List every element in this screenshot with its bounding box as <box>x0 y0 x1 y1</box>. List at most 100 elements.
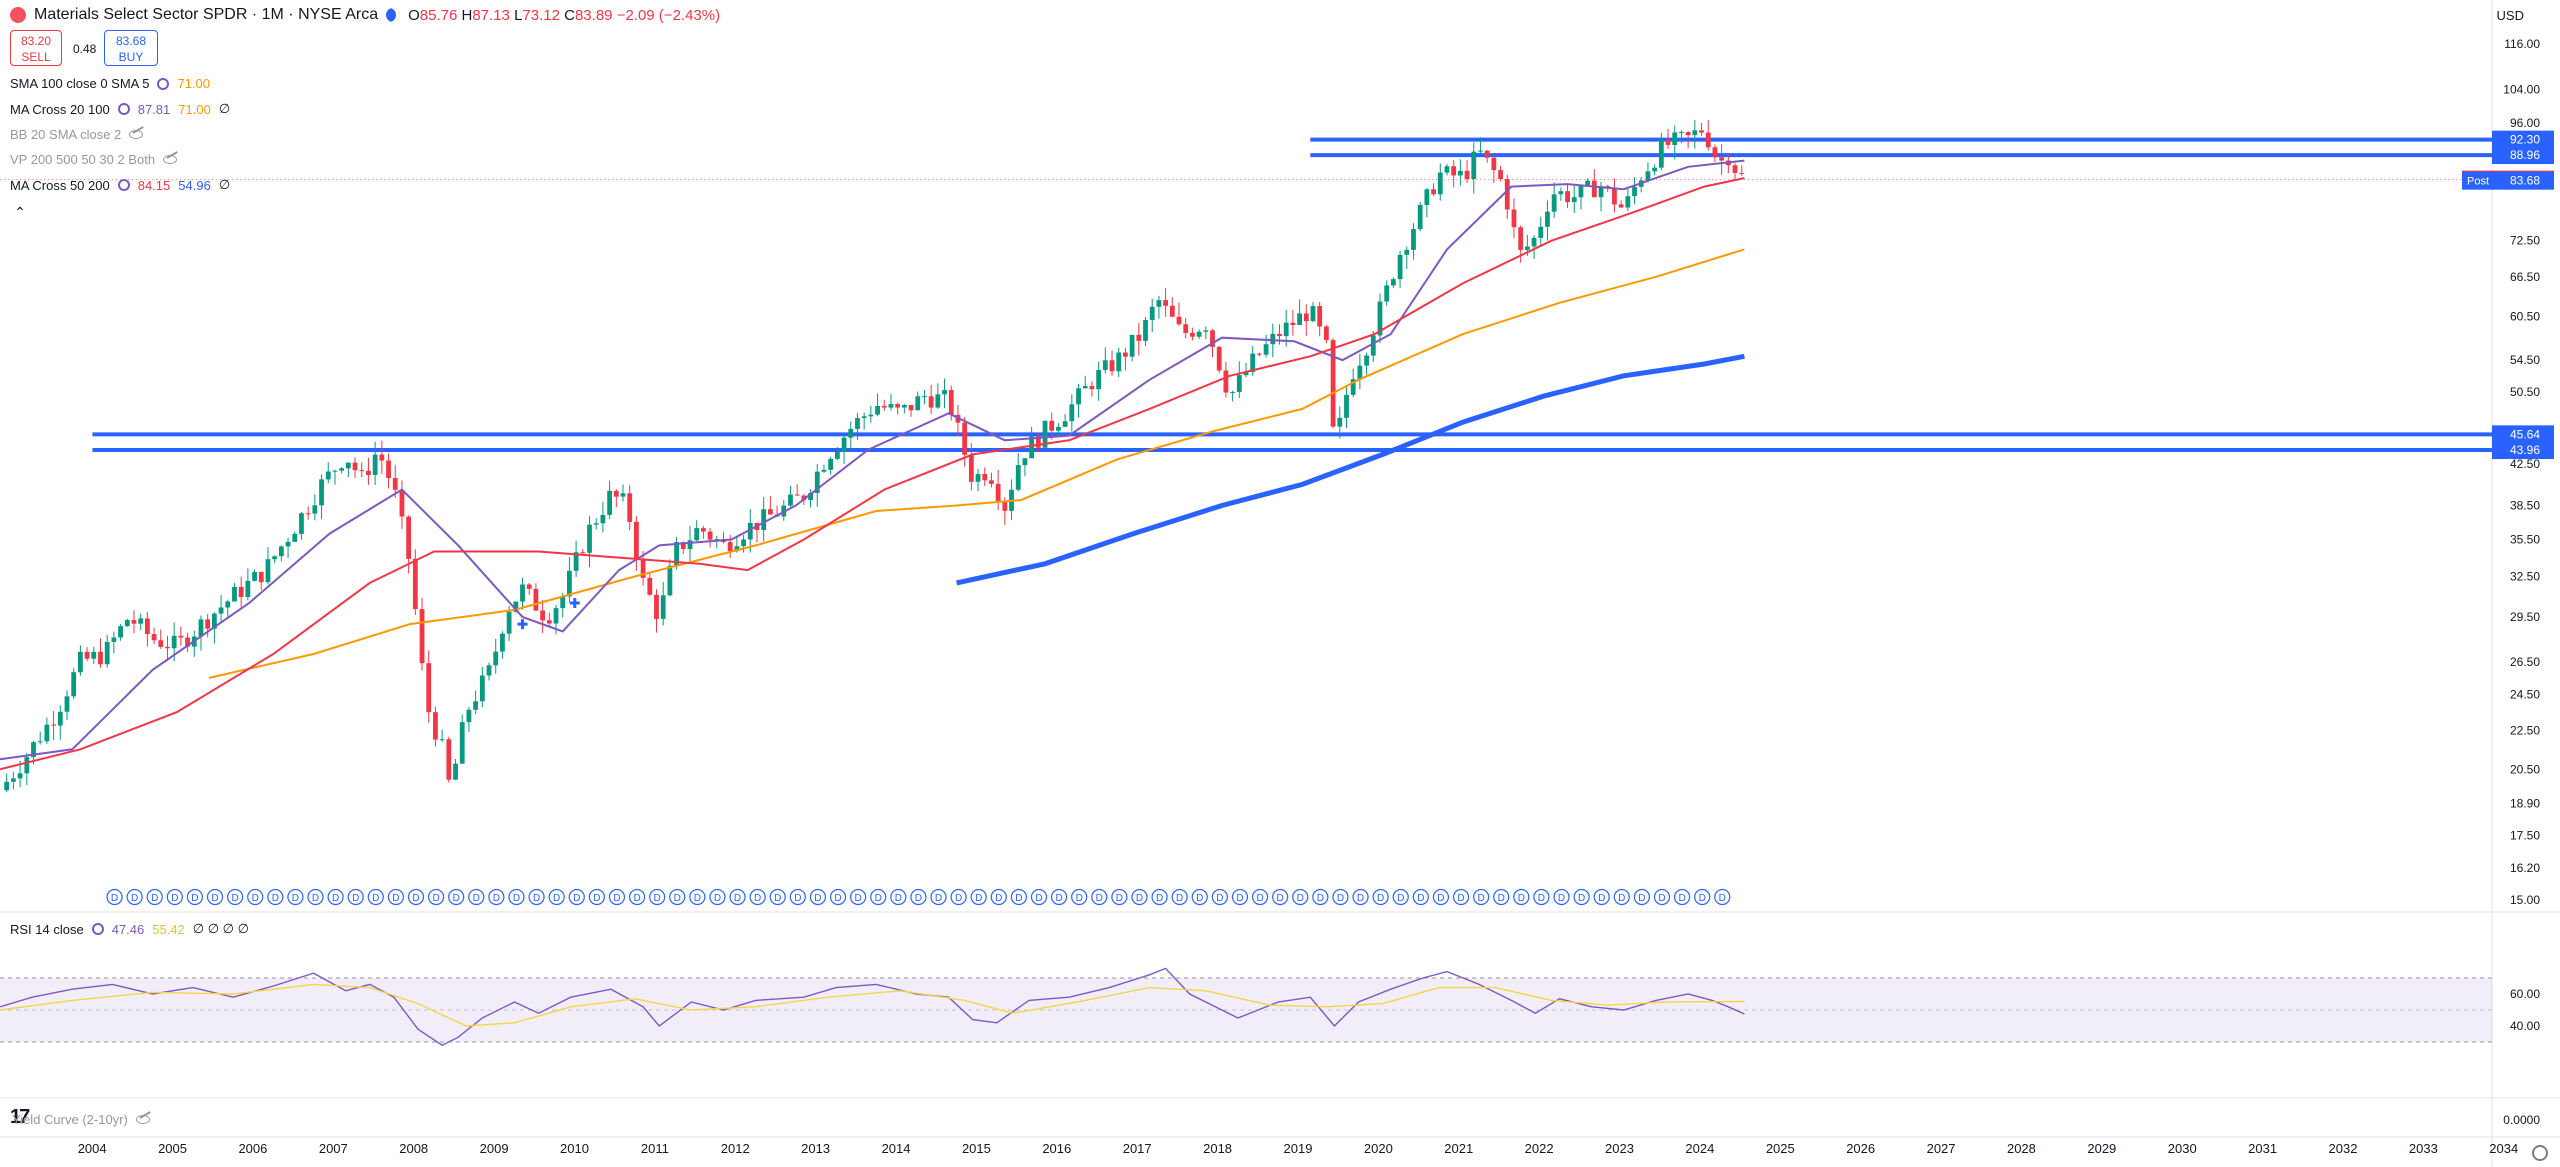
dividend-marker[interactable] <box>1231 888 1249 906</box>
dividend-marker[interactable] <box>1131 888 1148 906</box>
tradingview-logo[interactable]: 17 <box>10 1106 30 1128</box>
currency-label[interactable]: USD <box>2496 8 2524 23</box>
dividend-marker[interactable] <box>809 888 827 906</box>
price-badge[interactable] <box>2492 425 2554 444</box>
price-badge-symbol[interactable] <box>2462 171 2494 190</box>
dividend-marker[interactable] <box>990 888 1007 906</box>
dividend-marker[interactable] <box>1030 888 1048 906</box>
indicator-ma-cross-50-200[interactable]: MA Cross 50 200 84.15 54.96 ∅ <box>10 177 231 193</box>
dividend-marker[interactable] <box>1211 888 1228 906</box>
hidden-eye-icon[interactable] <box>135 1115 150 1124</box>
dividend-marker[interactable] <box>568 888 585 906</box>
dividend-marker[interactable] <box>950 888 967 906</box>
dividend-marker[interactable] <box>1272 888 1289 906</box>
dividend-marker[interactable] <box>789 888 806 906</box>
dividend-marker[interactable] <box>890 888 907 906</box>
dividend-marker[interactable] <box>548 888 565 906</box>
dividend-marker[interactable] <box>1251 888 1269 906</box>
dividend-marker[interactable] <box>1553 888 1570 906</box>
dividend-marker[interactable] <box>528 888 545 906</box>
dividend-marker[interactable] <box>1533 888 1550 906</box>
rsi-series-line[interactable] <box>0 983 1745 1027</box>
price-badge[interactable] <box>2492 130 2554 149</box>
indicator-sma100[interactable]: SMA 100 close 0 SMA 5 71.00 <box>10 76 211 91</box>
collapse-legend-button[interactable]: ⌃ <box>14 204 26 220</box>
dividend-marker[interactable] <box>1432 888 1450 906</box>
dividend-marker[interactable] <box>1050 888 1068 906</box>
dividend-marker[interactable] <box>367 888 384 906</box>
buy-button[interactable]: 83.68 BUY <box>104 30 158 66</box>
dividend-marker[interactable] <box>1171 888 1188 906</box>
dividend-marker[interactable] <box>649 888 666 906</box>
dividend-marker[interactable] <box>829 888 847 906</box>
dividend-marker[interactable] <box>468 888 485 906</box>
dividend-marker[interactable] <box>1392 888 1409 906</box>
dividend-marker[interactable] <box>1513 888 1530 906</box>
indicator-settings-icon[interactable] <box>157 77 170 90</box>
symbol-header[interactable]: Materials Select Sector SPDR · 1M · NYSE… <box>10 6 720 24</box>
dividend-marker[interactable] <box>1091 888 1108 906</box>
indicator-bb[interactable]: BB 20 SMA close 2 <box>10 127 144 142</box>
dividend-marker[interactable] <box>307 888 324 906</box>
dividend-marker[interactable] <box>488 888 505 906</box>
dividend-marker[interactable] <box>1633 888 1650 906</box>
hidden-eye-icon[interactable] <box>163 155 178 164</box>
price-badge[interactable] <box>2492 171 2554 190</box>
hidden-eye-icon[interactable] <box>129 130 144 139</box>
settings-gear-icon[interactable] <box>2532 1145 2548 1161</box>
dividend-marker[interactable] <box>769 888 786 906</box>
dividend-marker[interactable] <box>287 888 304 906</box>
dividend-marker[interactable] <box>709 888 726 906</box>
ma-series-line[interactable] <box>0 177 1745 771</box>
price-badge[interactable] <box>2492 441 2554 460</box>
ma-series-line[interactable] <box>956 353 1745 586</box>
dividend-marker[interactable] <box>910 888 927 906</box>
dividend-marker[interactable] <box>729 888 746 906</box>
dividend-marker[interactable] <box>1010 888 1027 906</box>
dividend-marker[interactable] <box>588 888 605 906</box>
symbol-title[interactable]: Materials Select Sector SPDR · 1M · NYSE… <box>34 6 379 23</box>
dividend-marker[interactable] <box>1593 888 1610 906</box>
dividend-marker[interactable] <box>749 888 766 906</box>
dividend-marker[interactable] <box>930 888 947 906</box>
yield-curve-legend[interactable]: Yield Curve (2-10yr) <box>10 1112 150 1127</box>
dividend-marker[interactable] <box>1312 888 1329 906</box>
dividend-marker[interactable] <box>206 888 224 906</box>
dividend-marker[interactable] <box>267 888 284 906</box>
dividend-marker[interactable] <box>1473 888 1490 906</box>
indicator-settings-icon[interactable] <box>117 103 130 115</box>
dividend-marker[interactable] <box>608 888 626 906</box>
indicator-settings-icon[interactable] <box>91 923 104 935</box>
dividend-marker[interactable] <box>1714 888 1731 906</box>
ma-series-line[interactable] <box>208 248 1745 679</box>
dividend-marker[interactable] <box>327 888 344 906</box>
dividend-marker[interactable] <box>427 888 445 906</box>
dividend-marker[interactable] <box>689 888 706 906</box>
dividend-marker[interactable] <box>448 888 465 906</box>
dividend-marker[interactable] <box>407 888 425 906</box>
dividend-marker[interactable] <box>146 888 163 906</box>
dividend-marker[interactable] <box>1111 888 1128 906</box>
dividend-marker[interactable] <box>1613 888 1630 906</box>
price-badge[interactable] <box>2492 146 2554 165</box>
dividend-marker[interactable] <box>227 888 244 906</box>
dividend-marker[interactable] <box>1332 888 1349 906</box>
sell-button[interactable]: 83.20 SELL <box>10 30 62 66</box>
dividend-marker[interactable] <box>247 888 264 906</box>
dividend-marker[interactable] <box>850 888 867 906</box>
dividend-marker[interactable] <box>1653 888 1671 906</box>
dividend-marker[interactable] <box>628 888 646 906</box>
market-status-icon[interactable] <box>386 8 401 22</box>
dividend-marker[interactable] <box>508 888 525 906</box>
indicator-vp[interactable]: VP 200 500 50 30 2 Both <box>10 152 178 167</box>
ma-series-line[interactable] <box>0 159 1745 761</box>
dividend-marker[interactable] <box>870 888 887 906</box>
dividend-marker[interactable] <box>166 888 183 906</box>
dividend-marker[interactable] <box>1493 888 1510 906</box>
dividend-marker[interactable] <box>970 888 987 906</box>
dividend-marker[interactable] <box>186 888 204 906</box>
dividend-marker[interactable] <box>387 888 404 906</box>
dividend-marker[interactable] <box>1151 888 1168 906</box>
rsi-legend[interactable]: RSI 14 close 47.46 55.42 ∅ ∅ ∅ ∅ <box>10 921 249 937</box>
